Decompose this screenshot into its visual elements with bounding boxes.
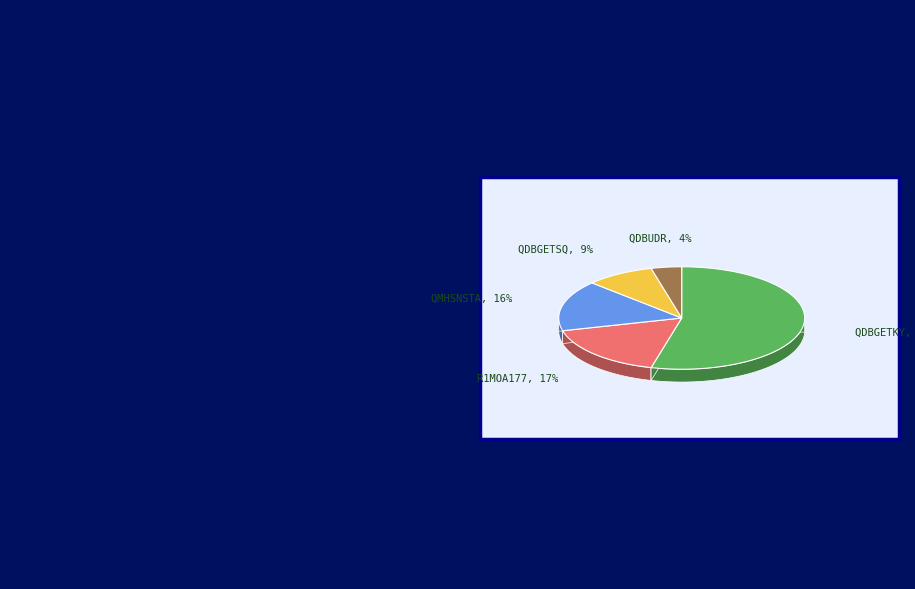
Text: R1MOA177, 17%: R1MOA177, 17%	[477, 374, 558, 384]
Polygon shape	[559, 283, 682, 331]
Polygon shape	[592, 269, 682, 318]
Polygon shape	[563, 318, 682, 343]
FancyBboxPatch shape	[480, 177, 899, 439]
Polygon shape	[682, 318, 804, 332]
Polygon shape	[563, 318, 682, 368]
Polygon shape	[651, 318, 682, 380]
Polygon shape	[651, 318, 682, 380]
Polygon shape	[651, 267, 804, 369]
Polygon shape	[559, 318, 563, 343]
Text: QMHSNSTA, 16%: QMHSNSTA, 16%	[431, 293, 512, 303]
Text: QDBUDR, 4%: QDBUDR, 4%	[629, 234, 691, 244]
Polygon shape	[651, 319, 804, 382]
Text: QDBGETKY, 54%: QDBGETKY, 54%	[855, 328, 915, 338]
Polygon shape	[651, 267, 682, 318]
Polygon shape	[563, 331, 651, 380]
Polygon shape	[559, 318, 682, 331]
Polygon shape	[563, 318, 682, 343]
Text: QDBGETSQ, 9%: QDBGETSQ, 9%	[518, 244, 593, 254]
